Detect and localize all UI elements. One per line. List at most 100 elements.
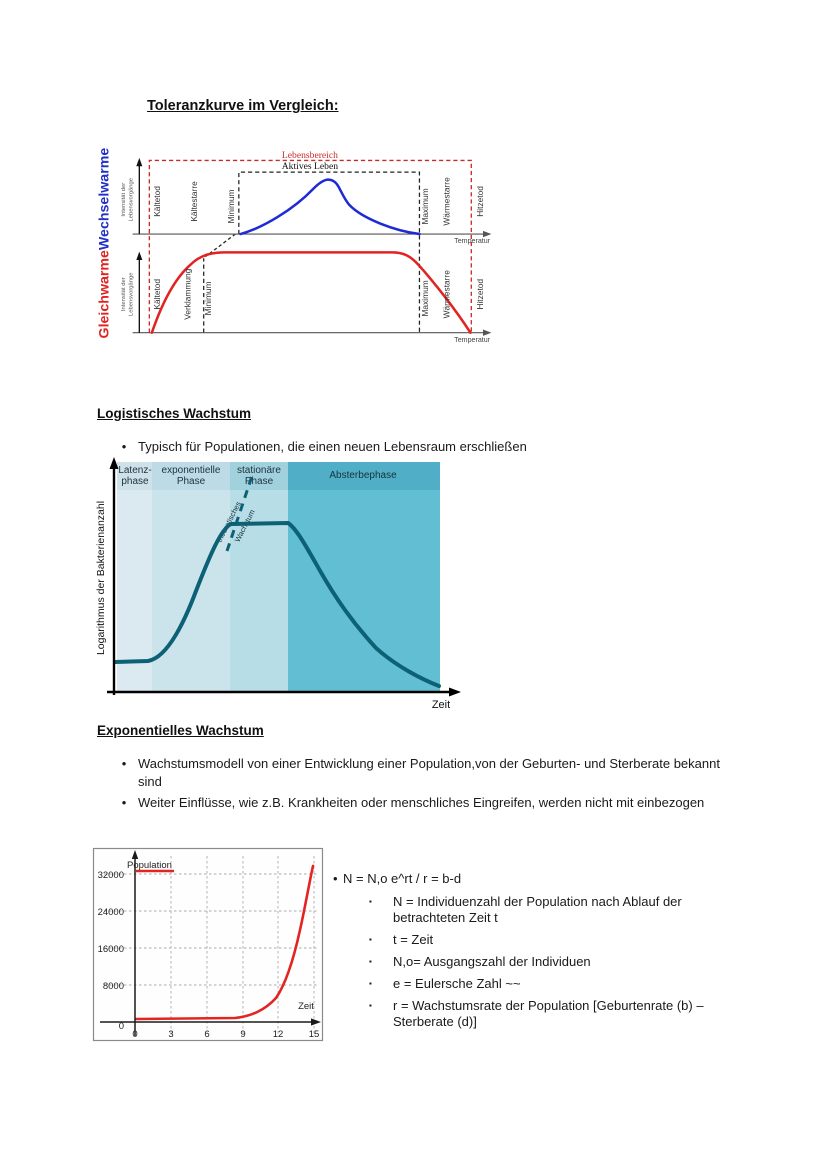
logistic-curve bbox=[113, 520, 441, 688]
page-title: Toleranzkurve im Vergleich: bbox=[147, 98, 339, 114]
logistic-x-arrow-icon bbox=[449, 687, 461, 697]
formula-item: ▪ t = Zeit bbox=[365, 932, 763, 948]
bottom-x-arrow-icon bbox=[483, 329, 492, 336]
bottom-zone-waermestarre: Wärmestarre bbox=[442, 270, 452, 319]
aktives-leben-frame bbox=[238, 171, 421, 333]
exponential-bullet-1-text: Wachstumsmodell von einer Entwicklung ei… bbox=[138, 756, 720, 789]
population-x-arrow-icon bbox=[311, 1018, 321, 1026]
lebensbereich-frame bbox=[148, 159, 472, 333]
formula-item-text: N,o= Ausgangszahl der Individuen bbox=[393, 954, 591, 969]
population-exponential-curve bbox=[134, 864, 315, 1021]
bottom-zone-hitzetod: Hitzetod bbox=[475, 279, 485, 310]
aktives-leben-label: Aktives Leben bbox=[282, 161, 339, 172]
formula-item: ▪ N = Individuenzahl der Population nach… bbox=[365, 894, 763, 926]
top-y-arrow-icon bbox=[136, 157, 143, 167]
logistic-growth-chart: Latenz- phase exponentielle Phase statio… bbox=[95, 457, 461, 711]
band-absterbephase bbox=[288, 490, 440, 692]
logistic-y-axis-label: Logarithmus der Bakterienanzahl bbox=[95, 501, 107, 655]
formula-main-row: • N = N,o e^rt / r = b-d bbox=[333, 871, 763, 887]
square-bullet-icon: ▪ bbox=[369, 1001, 372, 1010]
phase-label-absterbephase: Absterbephase bbox=[329, 470, 397, 481]
top-zone-maximum: Maximum bbox=[420, 188, 430, 224]
xtick-9: 9 bbox=[240, 1029, 245, 1040]
formula-item-text: N = Individuenzahl der Population nach A… bbox=[393, 894, 682, 925]
top-zone-minimum: Minimum bbox=[226, 189, 236, 223]
band-exponentielle-header bbox=[152, 462, 230, 490]
formula-item-text: r = Wachstumsrate der Population [Geburt… bbox=[393, 998, 704, 1029]
formula-item-text: e = Eulersche Zahl ~~ bbox=[393, 976, 521, 991]
square-bullet-icon: ▪ bbox=[369, 979, 372, 988]
logistic-y-arrow-icon bbox=[109, 457, 119, 469]
xtick-0: 0 bbox=[132, 1029, 137, 1040]
phase-label-stationaer-2: Phase bbox=[245, 476, 274, 487]
square-bullet-icon: ▪ bbox=[369, 935, 372, 944]
xtick-6: 6 bbox=[204, 1029, 209, 1040]
band-exponentielle bbox=[152, 490, 230, 692]
bottom-zone-minimum: Minimum bbox=[203, 281, 213, 315]
logistic-heading: Logistisches Wachstum bbox=[97, 406, 252, 421]
top-zone-kaeltestarre: Kältestarre bbox=[189, 181, 199, 222]
bullet-icon: • bbox=[121, 439, 127, 454]
xtick-15: 15 bbox=[309, 1029, 320, 1040]
formula-item: ▪ r = Wachstumsrate der Population [Gebu… bbox=[365, 998, 763, 1030]
exponential-bullet-1: • Wachstumsmodell von einer Entwicklung … bbox=[110, 755, 760, 790]
formula-item: ▪ e = Eulersche Zahl ~~ bbox=[365, 976, 763, 992]
exponential-bullet-2-text: Weiter Einflüsse, wie z.B. Krankheiten o… bbox=[138, 795, 705, 810]
bottom-y-arrow-icon bbox=[136, 251, 143, 260]
formula-main-text: N = N,o e^rt / r = b-d bbox=[343, 871, 462, 886]
bullet-icon: • bbox=[333, 871, 338, 886]
lebensbereich-label: Lebensbereich bbox=[282, 150, 338, 161]
wechselwarme-curve bbox=[239, 178, 421, 236]
bottom-zone-verklammung: Verklammung bbox=[182, 268, 192, 319]
phase-label-exponentiell-1: exponentielle bbox=[162, 465, 221, 476]
ytick-24000: 24000 bbox=[98, 907, 124, 918]
band-stationaere-header bbox=[230, 462, 288, 490]
exponential-heading: Exponentielles Wachstum bbox=[97, 723, 264, 738]
phase-label-stationaer-1: stationäre bbox=[237, 465, 281, 476]
formula-item: ▪ N,o= Ausgangszahl der Individuen bbox=[365, 954, 763, 970]
gleichwarme-side-label: Gleichwarme bbox=[96, 250, 112, 339]
tolerance-curves-diagram: Lebensbereich Aktives Leben Wechselwarme… bbox=[96, 148, 492, 344]
population-growth-chart: Population 32000 24000 16000 8000 0 0 3 … bbox=[92, 847, 324, 1042]
logistic-bullet-text: Typisch für Populationen, die einen neue… bbox=[138, 439, 527, 454]
xtick-12: 12 bbox=[273, 1029, 284, 1040]
bottom-y-axis-label-2: Lebensvorgänge bbox=[129, 272, 135, 316]
top-x-axis-label: Temperatur bbox=[454, 237, 491, 245]
chart-border bbox=[92, 847, 324, 1042]
logistic-bullet: • Typisch für Populationen, die einen ne… bbox=[110, 438, 750, 456]
phase-label-exponentiell-2: Phase bbox=[177, 476, 206, 487]
top-zone-kaeltetod: Kältetod bbox=[152, 186, 162, 217]
exponential-bullet-2: • Weiter Einflüsse, wie z.B. Krankheiten… bbox=[110, 794, 760, 812]
band-latenzphase bbox=[117, 490, 152, 692]
bullet-icon: • bbox=[121, 795, 127, 810]
top-zone-hitzetod: Hitzetod bbox=[475, 186, 485, 217]
top-y-axis-label-2: Lebensvorgänge bbox=[129, 178, 135, 222]
formula-item-text: t = Zeit bbox=[393, 932, 434, 947]
phase-label-latenz-2: phase bbox=[121, 476, 149, 487]
formula-block: • N = N,o e^rt / r = b-d ▪ N = Individue… bbox=[333, 871, 763, 1036]
exponential-bullets: • Wachstumsmodell von einer Entwicklung … bbox=[110, 755, 760, 812]
square-bullet-icon: ▪ bbox=[369, 897, 372, 906]
bottom-y-axis-label-1: Intensität der bbox=[121, 277, 127, 311]
population-title: Population bbox=[127, 860, 172, 871]
gleichwarme-curve bbox=[150, 251, 472, 334]
phase-label-latenz-1: Latenz- bbox=[118, 465, 151, 476]
population-y-arrow-icon bbox=[131, 850, 139, 859]
formula-sub-list: ▪ N = Individuenzahl der Population nach… bbox=[365, 894, 763, 1030]
wechselwarme-side-label: Wechselwarme bbox=[96, 148, 112, 250]
bottom-x-axis-label: Temperatur bbox=[454, 336, 491, 344]
top-y-axis-label-1: Intensität der bbox=[121, 183, 127, 217]
xtick-3: 3 bbox=[168, 1029, 173, 1040]
ytick-32000: 32000 bbox=[98, 870, 124, 881]
ytick-16000: 16000 bbox=[98, 944, 124, 955]
bottom-zone-kaeltetod: Kältetod bbox=[152, 279, 162, 310]
ytick-0: 0 bbox=[119, 1021, 124, 1032]
square-bullet-icon: ▪ bbox=[369, 957, 372, 966]
bottom-zone-maximum: Maximum bbox=[420, 280, 430, 316]
top-zone-waermestarre: Wärmestarre bbox=[442, 177, 452, 226]
band-absterbephase-header bbox=[288, 462, 440, 490]
band-latenzphase-header bbox=[117, 462, 152, 490]
ytick-8000: 8000 bbox=[103, 981, 124, 992]
bullet-icon: • bbox=[121, 756, 127, 771]
